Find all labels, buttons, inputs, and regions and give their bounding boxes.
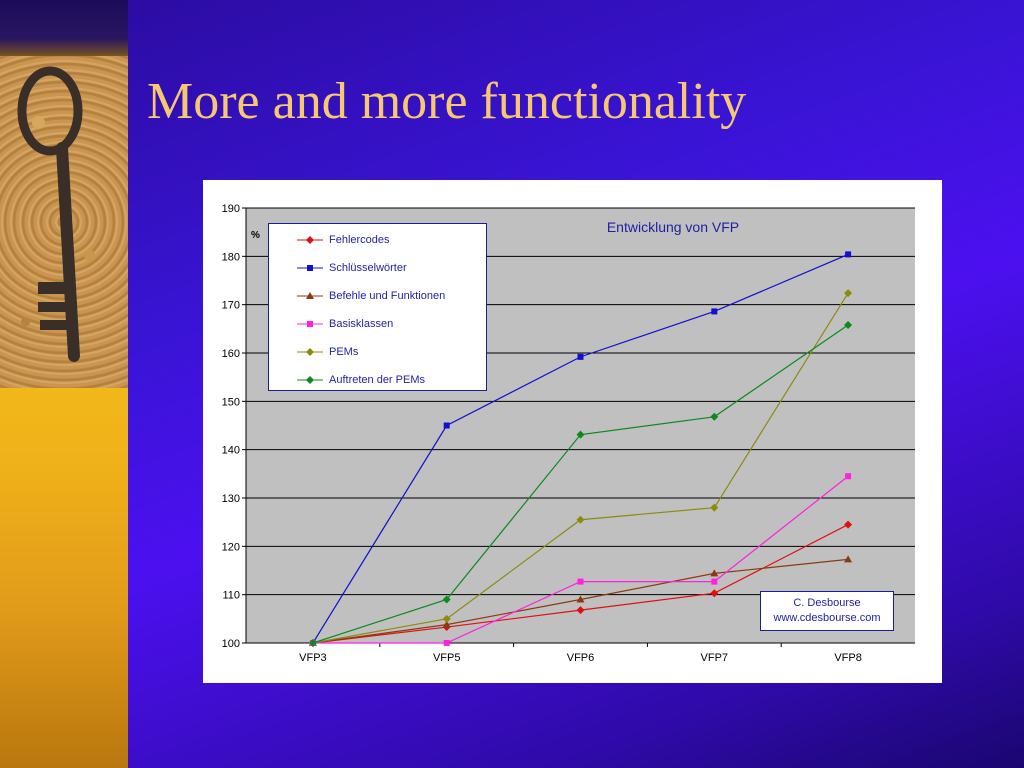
y-tick-label: 120 (222, 541, 240, 553)
y-axis-label: % (251, 230, 260, 241)
legend-swatch (297, 348, 323, 356)
data-point (576, 606, 585, 615)
x-tick-label: VFP8 (834, 652, 862, 664)
y-tick-label: 190 (222, 203, 240, 215)
data-point (710, 503, 719, 512)
data-point (844, 520, 853, 529)
legend-item: Befehle und Funktionen (297, 288, 445, 304)
legend-label: Befehle und Funktionen (329, 290, 446, 302)
legend-marker (307, 265, 313, 271)
legend-swatch (297, 265, 323, 271)
y-tick-label: 170 (222, 300, 240, 312)
x-tick-label: VFP5 (433, 652, 461, 664)
credit-name: C. Desbourse (793, 597, 861, 609)
y-tick-label: 150 (222, 396, 240, 408)
credit-url: www.cdesbourse.com (773, 612, 881, 624)
y-tick-label: 160 (222, 348, 240, 360)
x-tick-label: VFP6 (567, 652, 595, 664)
data-point (576, 515, 585, 524)
data-point (577, 353, 584, 360)
key-icon (17, 66, 83, 362)
y-tick-label: 180 (222, 251, 240, 263)
legend-label: Auftreten der PEMs (329, 374, 425, 386)
legend-swatch (297, 292, 323, 299)
data-point (442, 620, 451, 628)
data-point (844, 289, 853, 298)
legend-item: Auftreten der PEMs (297, 372, 425, 388)
chart-legend: Fehlercodes Schlüsselwörter Befehle und Fu… (268, 223, 487, 391)
legend-label: PEMs (329, 346, 359, 358)
data-point (711, 578, 718, 585)
slide-title: More and more functionality (147, 73, 747, 130)
legend-swatch (297, 376, 323, 384)
legend-label: Fehlercodes (329, 234, 390, 246)
chart-panel: 100 110 120 130 140 150 160 170 180 190 VFP3 VFP5 VF… (203, 180, 942, 683)
legend-item: Schlüsselwörter (297, 260, 407, 276)
legend-swatch (297, 321, 323, 327)
legend-marker (306, 348, 314, 356)
data-point (710, 569, 719, 577)
legend-label: Schlüsselwörter (329, 262, 407, 274)
data-point (443, 422, 450, 429)
data-point (844, 555, 853, 563)
data-point (577, 578, 584, 585)
data-point (845, 473, 852, 480)
data-point (308, 639, 317, 647)
legend-item: Basisklassen (297, 316, 393, 332)
data-point (710, 412, 719, 421)
legend-label: Basisklassen (329, 318, 394, 330)
x-tick-label: VFP3 (299, 652, 327, 664)
legend-marker (306, 376, 314, 384)
y-tick-label: 110 (222, 590, 240, 602)
chart-title: Entwicklung von VFP (607, 219, 739, 235)
legend-marker (306, 292, 314, 299)
y-tick-label: 100 (222, 638, 240, 650)
data-point (576, 595, 585, 603)
credit-box: C. Desbourse www.cdesbourse.com (760, 591, 894, 631)
legend-item: PEMs (297, 344, 358, 360)
y-tick-label: 130 (222, 493, 240, 505)
data-point (442, 595, 451, 604)
key-photo (0, 56, 128, 388)
data-point (442, 614, 451, 623)
x-tick-label: VFP7 (701, 652, 729, 664)
data-point (845, 251, 852, 258)
data-point (844, 320, 853, 329)
legend-item: Fehlercodes (297, 232, 390, 248)
data-point (711, 308, 718, 315)
y-tick-label: 140 (222, 445, 240, 457)
data-point (443, 640, 450, 646)
legend-marker (306, 236, 314, 244)
legend-marker (307, 321, 313, 327)
legend-swatch (297, 236, 323, 244)
data-point (710, 589, 719, 598)
data-point (576, 430, 585, 439)
